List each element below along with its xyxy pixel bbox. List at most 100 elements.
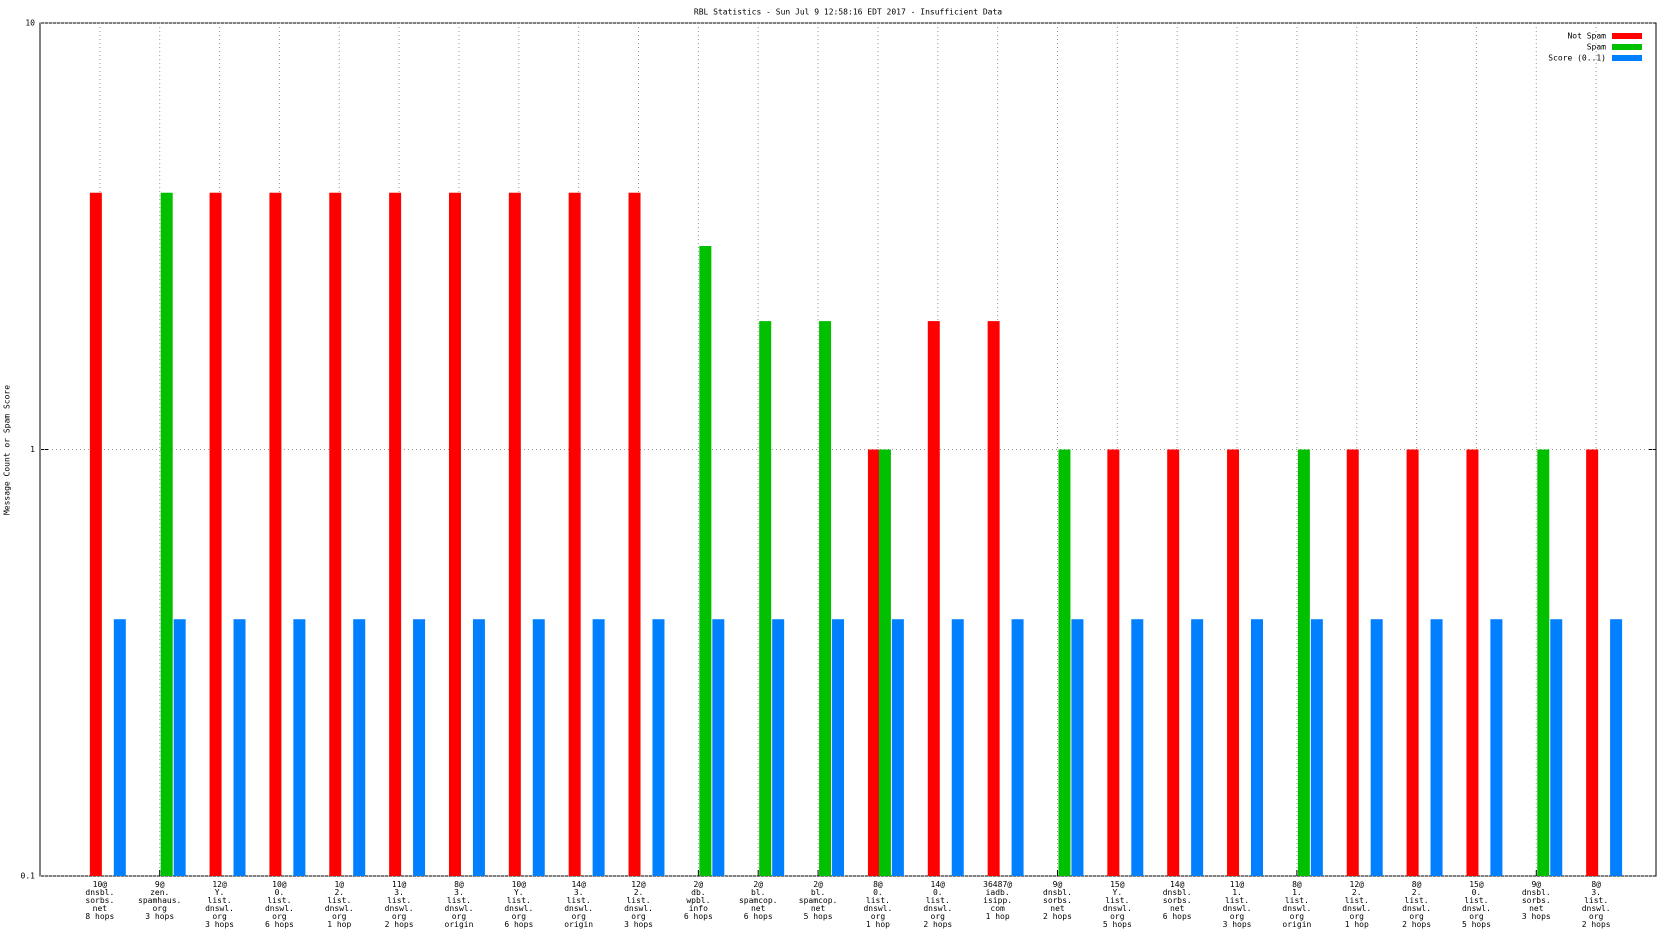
x-tick-label-line: 9@ — [1531, 880, 1541, 889]
x-tick-label: 2@ bl. spamcop. net 5 hops — [799, 880, 838, 921]
legend-swatch — [1612, 44, 1642, 50]
bar — [173, 619, 186, 876]
bar — [1466, 449, 1479, 876]
x-tick-label-line: 2@ — [753, 880, 763, 889]
x-tick-label-line: org — [1469, 912, 1484, 921]
bar — [819, 321, 832, 876]
bar — [1537, 449, 1550, 876]
x-tick-label: 8@ 2. list. dnswl. org 2 hops — [1402, 880, 1431, 929]
y-axis-label: Message Count or Spam Score — [3, 385, 12, 515]
x-tick-label-line: list. — [1345, 896, 1369, 905]
x-tick-label-line: com — [990, 904, 1005, 913]
bar — [508, 192, 521, 876]
x-tick-label-line: info — [689, 904, 708, 913]
bar — [699, 246, 712, 876]
x-tick-label-line: org — [1589, 912, 1604, 921]
x-tick-label-line: 8@ — [454, 880, 464, 889]
x-tick-label-line: 1. — [1232, 888, 1242, 897]
x-tick-label-line: list. — [327, 896, 351, 905]
x-tick-label-line: 5 hops — [1103, 920, 1132, 929]
legend-label: Not Spam — [1567, 32, 1606, 41]
x-tick-label-line: origin — [445, 920, 474, 929]
x-tick-label-line: list. — [1285, 896, 1309, 905]
x-tick-label: 8@ 3. list. dnswl. org 2 hops — [1582, 880, 1611, 929]
y-tick-label: 1 — [30, 445, 35, 454]
x-tick-label-line: isipp. — [983, 896, 1012, 905]
x-tick-label-line: list. — [507, 896, 531, 905]
bar — [592, 619, 605, 876]
x-tick-label-line: 8 hops — [85, 912, 114, 921]
x-tick-label-line: dnswl. — [1342, 904, 1371, 913]
x-tick-label-line: net — [93, 904, 108, 913]
x-tick-label-line: list. — [267, 896, 291, 905]
y-tick-label: 10 — [25, 19, 35, 28]
x-tick-label-line: iadb. — [986, 888, 1010, 897]
x-tick-label: 2@ db. wpbl. info 6 hops — [684, 880, 713, 921]
x-tick-label-line: wpbl. — [686, 896, 710, 905]
x-tick-label-line: dnswl. — [205, 904, 234, 913]
x-tick-label-line: dnsbl. — [1043, 888, 1072, 897]
bar — [1297, 449, 1310, 876]
x-tick-label-line: dnswl. — [1582, 904, 1611, 913]
x-tick-label: 10@ 0. list. dnswl. org 6 hops — [265, 880, 294, 929]
x-tick-label-line: 9@ — [1053, 880, 1063, 889]
bar — [1191, 619, 1204, 876]
x-tick-label-line: list. — [447, 896, 471, 905]
x-tick-label-line: dnswl. — [325, 904, 354, 913]
x-tick-label-line: sorbs. — [1043, 896, 1072, 905]
x-tick-label-line: 12@ — [1350, 880, 1365, 889]
x-tick-label-line: 3 hops — [145, 912, 174, 921]
x-tick-label-line: org — [631, 912, 646, 921]
bar — [927, 321, 940, 876]
x-tick-label-line: 0. — [1472, 888, 1482, 897]
x-tick-label-line: list. — [387, 896, 411, 905]
x-tick-label-line: bl. — [751, 888, 765, 897]
x-tick-label: 9@ zen. spamhaus. org 3 hops — [138, 880, 181, 921]
x-tick-label-line: org — [212, 912, 227, 921]
bar — [878, 449, 891, 876]
x-tick-label-line: dnsbl. — [1163, 888, 1192, 897]
x-tick-label-line: dnswl. — [923, 904, 952, 913]
x-tick-label-line: dnsbl. — [85, 888, 114, 897]
x-tick-label-line: origin — [1282, 920, 1311, 929]
bar — [1490, 619, 1503, 876]
bar — [772, 619, 785, 876]
x-tick-label: 9@ dnsbl. sorbs. net 2 hops — [1043, 880, 1072, 921]
bar — [1058, 449, 1071, 876]
x-tick-label-line: dnswl. — [1462, 904, 1491, 913]
x-tick-label-line: list. — [208, 896, 232, 905]
bar — [329, 192, 342, 876]
x-tick-label-line: 6 hops — [744, 912, 773, 921]
x-tick-label-line: 3 hops — [205, 920, 234, 929]
x-tick-label-line: sorbs. — [1522, 896, 1551, 905]
bar — [389, 192, 402, 876]
x-tick-label: 14@ 3. list. dnswl. org origin — [564, 880, 593, 929]
x-tick-label: 14@ 0. list. dnswl. org 2 hops — [923, 880, 952, 929]
x-tick-label-line: 11@ — [1230, 880, 1245, 889]
bar — [628, 192, 641, 876]
x-tick-label-line: 5 hops — [1462, 920, 1491, 929]
bar — [1107, 449, 1120, 876]
x-tick-label-line: dnswl. — [564, 904, 593, 913]
x-tick-label-line: 2. — [334, 888, 344, 897]
x-tick-label-line: db. — [691, 888, 705, 897]
bar — [1550, 619, 1563, 876]
x-tick-label-line: list. — [866, 896, 890, 905]
x-tick-label-line: 0. — [933, 888, 943, 897]
x-tick-label-line: 6 hops — [265, 920, 294, 929]
x-tick-label-line: Y. — [1113, 888, 1123, 897]
x-tick-label-line: 9@ — [155, 880, 165, 889]
bar — [568, 192, 581, 876]
bar — [891, 619, 904, 876]
legend-swatch — [1612, 33, 1642, 39]
bar — [832, 619, 845, 876]
x-tick-label-line: dnswl. — [265, 904, 294, 913]
x-tick-label: 15@ Y. list. dnswl. org 5 hops — [1103, 880, 1132, 929]
bar — [269, 192, 282, 876]
x-tick-label-line: org — [512, 912, 527, 921]
x-tick-label-line: 1 hop — [1345, 920, 1369, 929]
x-tick-label-line: 15@ — [1469, 880, 1484, 889]
x-tick-label-line: dnswl. — [1223, 904, 1252, 913]
bar — [413, 619, 426, 876]
